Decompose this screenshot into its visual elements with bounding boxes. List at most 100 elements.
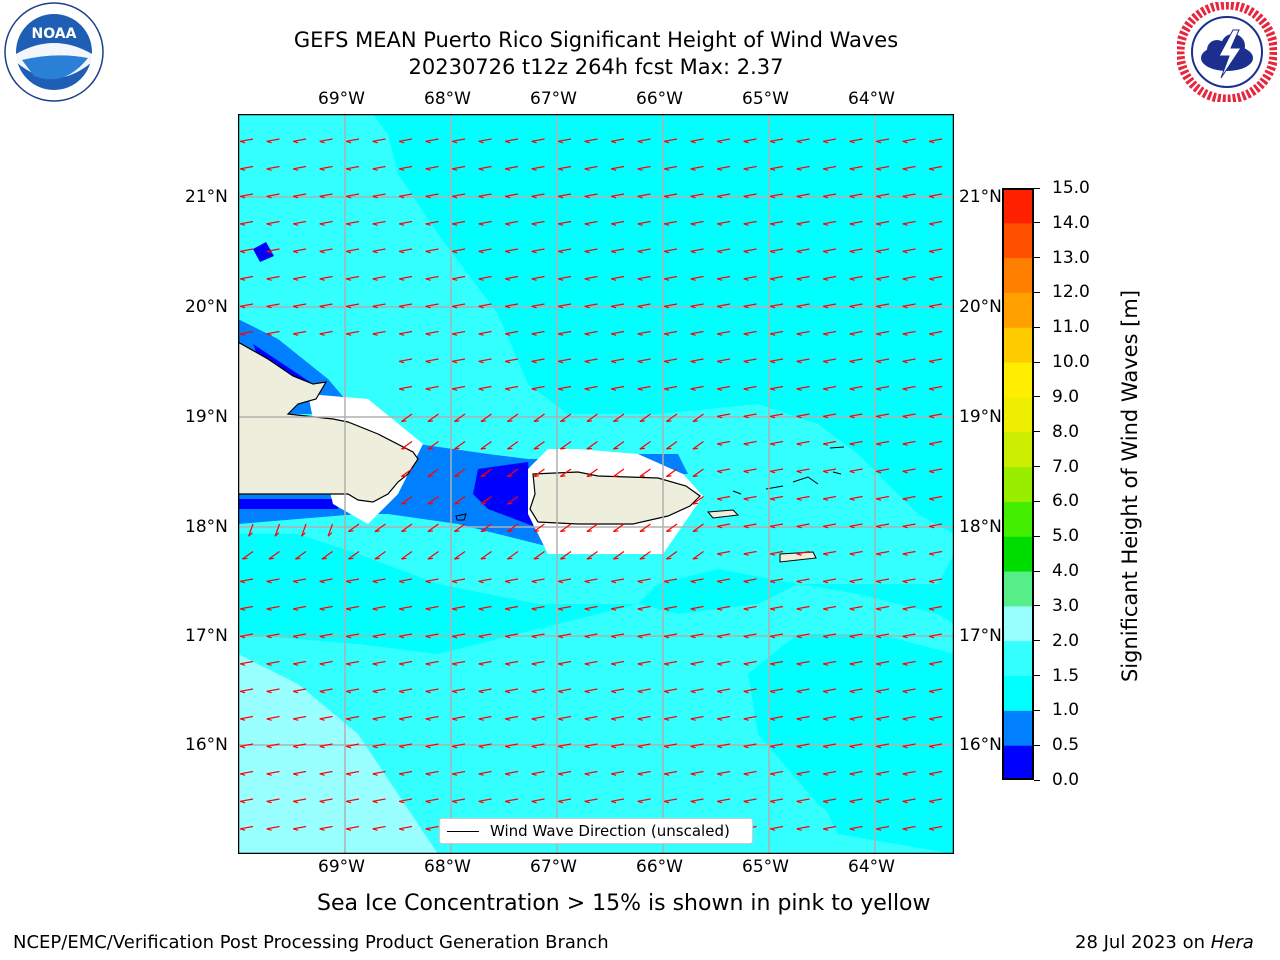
- wave-direction-arrow: [346, 633, 360, 639]
- right-lat-tick: 17°N: [959, 626, 1002, 646]
- wave-direction-arrow: [478, 578, 492, 584]
- bottom-lon-tick: 69°W: [318, 857, 365, 877]
- wave-direction-arrow: [505, 798, 519, 804]
- wave-direction-arrow: [293, 303, 307, 309]
- wave-direction-arrow: [796, 385, 810, 391]
- wave-direction-arrow: [240, 220, 254, 226]
- wave-direction-arrow: [240, 275, 254, 281]
- wave-direction-arrow: [929, 715, 943, 721]
- map-frame: [237, 113, 955, 855]
- wave-direction-arrow: [480, 468, 492, 478]
- wave-direction-arrow: [427, 413, 439, 423]
- wave-direction-arrow: [929, 660, 943, 666]
- wave-direction-arrow: [293, 193, 307, 199]
- wave-direction-arrow: [637, 275, 651, 281]
- wave-direction-arrow: [637, 385, 651, 391]
- wave-direction-arrow: [611, 715, 625, 721]
- wave-direction-arrow: [558, 743, 572, 749]
- wave-direction-arrow: [452, 743, 466, 749]
- wave-direction-arrow: [743, 275, 757, 281]
- wave-direction-arrow: [372, 275, 386, 281]
- wave-direction-arrow: [639, 523, 651, 533]
- wave-direction-arrow: [876, 358, 890, 364]
- wave-direction-arrow: [505, 248, 519, 254]
- noaa-wordmark: NOAA: [32, 26, 77, 42]
- wave-direction-arrow: [293, 330, 307, 336]
- wave-direction-arrow: [823, 330, 837, 336]
- wave-direction-arrow: [584, 220, 598, 226]
- wave-direction-arrow: [611, 220, 625, 226]
- wave-direction-arrow: [478, 220, 492, 226]
- wave-direction-arrow: [796, 248, 810, 254]
- wave-direction-arrow: [849, 550, 863, 556]
- wave-direction-arrow: [425, 770, 439, 776]
- colorbar-tick-mark: [1034, 535, 1040, 537]
- wave-direction-arrow: [929, 303, 943, 309]
- left-lat-tick: 17°N: [185, 626, 228, 646]
- wave-direction-arrow: [558, 165, 572, 171]
- wave-direction-arrow: [558, 248, 572, 254]
- colorbar-tick-mark: [1034, 291, 1040, 293]
- wave-direction-arrow: [319, 220, 333, 226]
- wave-direction-arrow: [690, 330, 704, 336]
- wave-direction-arrow: [823, 138, 837, 144]
- wave-direction-arrow: [796, 798, 810, 804]
- wave-direction-arrow: [505, 275, 519, 281]
- wave-direction-arrow: [268, 551, 280, 560]
- wave-direction-arrow: [849, 385, 863, 391]
- wave-direction-arrow: [770, 523, 784, 529]
- wave-direction-arrow: [558, 193, 572, 199]
- wave-direction-arrow: [666, 441, 678, 450]
- wave-direction-arrow: [533, 413, 545, 423]
- wave-direction-arrow: [319, 605, 333, 611]
- wave-direction-arrow: [558, 358, 572, 364]
- colorbar-tick-label: 9.0: [1052, 386, 1080, 407]
- wave-direction-arrow: [401, 468, 413, 478]
- wave-direction-arrow: [692, 441, 704, 450]
- colorbar-tick-label: 0.5: [1052, 735, 1080, 756]
- wave-direction-arrow: [717, 770, 731, 776]
- wave-direction-arrow: [399, 220, 413, 226]
- wave-direction-arrow: [266, 743, 280, 749]
- wave-direction-arrow: [319, 825, 333, 831]
- wave-direction-arrow: [902, 578, 916, 584]
- wave-direction-arrow: [770, 660, 784, 666]
- wave-direction-arrow: [876, 770, 890, 776]
- wave-direction-arrow: [902, 358, 916, 364]
- wave-direction-arrow: [849, 413, 863, 419]
- wave-direction-arrow: [611, 358, 625, 364]
- wave-direction-arrow: [425, 165, 439, 171]
- wave-direction-arrow: [346, 303, 360, 309]
- wave-direction-arrow: [770, 330, 784, 336]
- wave-direction-arrow: [293, 798, 307, 804]
- wave-direction-arrow: [770, 413, 784, 419]
- wave-direction-arrow: [876, 743, 890, 749]
- wave-direction-arrow: [266, 275, 280, 281]
- wave-direction-arrow: [796, 138, 810, 144]
- wave-direction-arrow: [876, 495, 890, 501]
- colorbar-band: [1002, 571, 1034, 607]
- wave-direction-arrow: [849, 660, 863, 666]
- wave-direction-arrow: [849, 138, 863, 144]
- wave-direction-arrow: [902, 495, 916, 501]
- wave-direction-arrow: [531, 138, 545, 144]
- wave-direction-arrow: [770, 165, 784, 171]
- wave-direction-arrow: [666, 551, 678, 560]
- wave-direction-arrow: [796, 468, 810, 474]
- wave-direction-arrow: [454, 413, 466, 423]
- wave-direction-arrow: [266, 165, 280, 171]
- wave-direction-arrow: [531, 798, 545, 804]
- wave-direction-arrow: [478, 275, 492, 281]
- wave-direction-arrow: [586, 413, 598, 423]
- wave-direction-arrow: [293, 275, 307, 281]
- wave-contour-1p0-east: [748, 634, 954, 834]
- wave-direction-arrow: [690, 578, 704, 584]
- wave-height-map: [237, 113, 955, 855]
- wave-direction-arrow: [902, 633, 916, 639]
- colorbar-tick-mark: [1034, 326, 1040, 328]
- wave-direction-arrow: [690, 688, 704, 694]
- wave-direction-arrow: [248, 523, 254, 537]
- wave-direction-arrow: [690, 248, 704, 254]
- wave-direction-arrow: [346, 330, 360, 336]
- wave-direction-arrow: [533, 551, 545, 560]
